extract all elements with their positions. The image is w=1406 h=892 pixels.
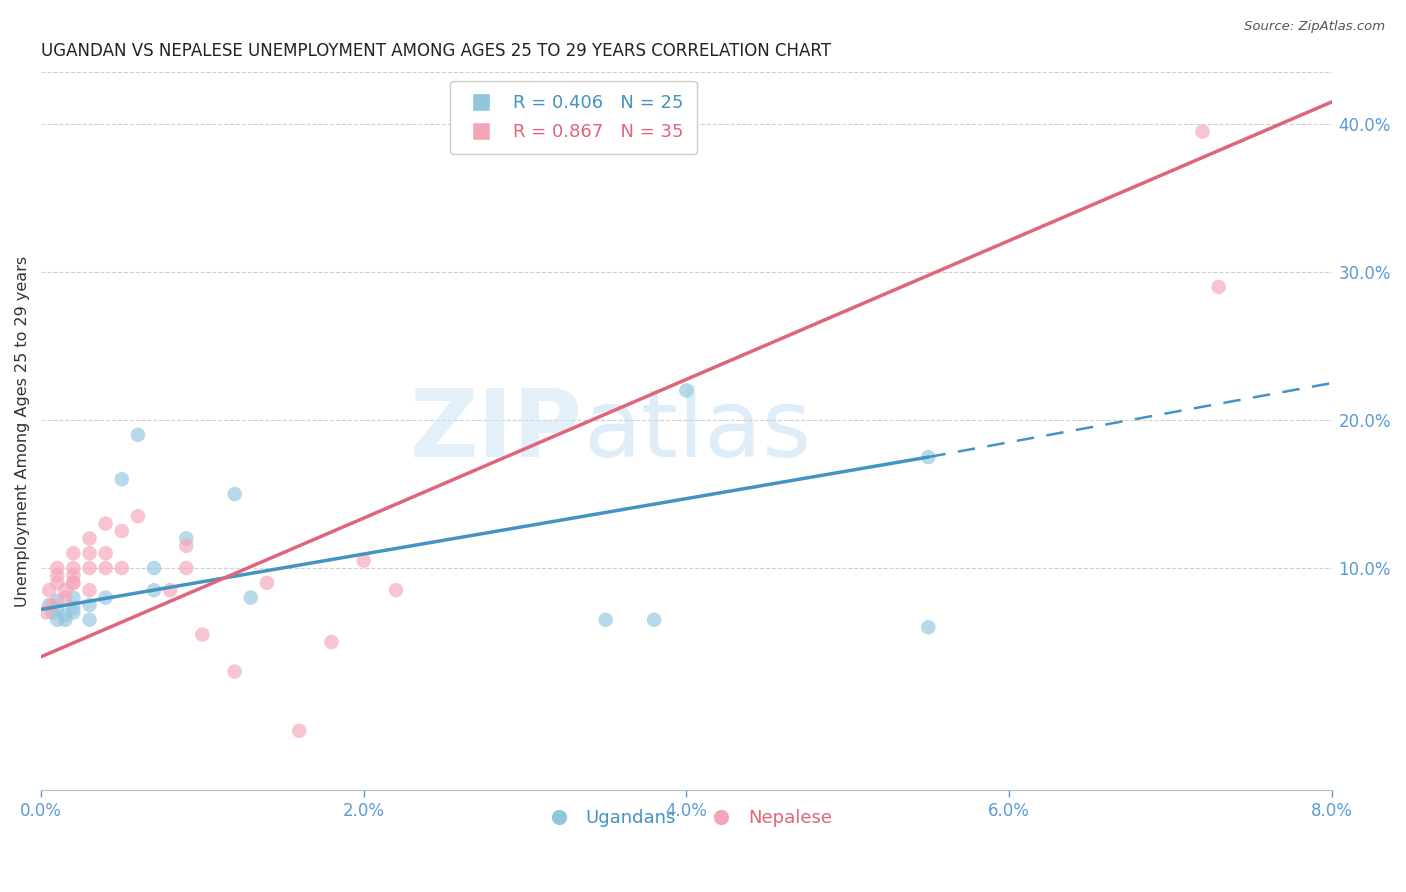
Point [111,524,134,538]
Point [53,613,76,627]
Point [595,613,617,627]
Text: UGANDAN VS NEPALESE UNEMPLOYMENT AMONG AGES 25 TO 29 YEARS CORRELATION CHART: UGANDAN VS NEPALESE UNEMPLOYMENT AMONG A… [41,42,831,60]
Text: Source: ZipAtlas.com: Source: ZipAtlas.com [1244,20,1385,33]
Point [53,591,76,605]
Point [79,613,101,627]
Point [79,583,101,598]
Point [1191,125,1213,139]
Point [111,561,134,575]
Point [41,598,63,612]
Point [353,553,375,567]
Point [46,575,69,590]
Point [191,627,214,641]
Point [79,598,101,612]
Point [62,561,84,575]
Point [321,635,343,649]
Point [41,606,63,620]
Point [38,583,60,598]
Point [111,472,134,486]
Point [1208,280,1230,294]
Point [46,561,69,575]
Point [224,487,246,501]
Point [224,665,246,679]
Point [62,575,84,590]
Point [127,428,149,442]
Point [94,546,117,560]
Point [62,601,84,615]
Point [62,546,84,560]
Point [46,568,69,582]
Text: ZIP: ZIP [411,385,583,477]
Point [94,591,117,605]
Point [46,613,69,627]
Point [288,723,311,738]
Point [46,602,69,616]
Point [143,561,166,575]
Point [159,583,181,598]
Point [53,583,76,598]
Point [143,583,166,598]
Point [127,509,149,524]
Point [46,593,69,607]
Point [174,539,197,553]
Point [675,384,697,398]
Point [79,546,101,560]
Point [174,532,197,546]
Point [94,516,117,531]
Point [53,608,76,623]
Point [62,606,84,620]
Point [385,583,408,598]
Point [174,561,197,575]
Point [62,575,84,590]
Point [917,620,939,634]
Point [643,613,665,627]
Point [35,606,58,620]
Legend: Ugandans, Nepalese: Ugandans, Nepalese [533,802,839,835]
Point [239,591,262,605]
Point [94,561,117,575]
Point [62,568,84,582]
Point [256,575,278,590]
Y-axis label: Unemployment Among Ages 25 to 29 years: Unemployment Among Ages 25 to 29 years [15,256,30,607]
Point [79,532,101,546]
Point [79,561,101,575]
Text: atlas: atlas [583,385,811,477]
Point [62,591,84,605]
Point [38,598,60,612]
Point [917,450,939,464]
